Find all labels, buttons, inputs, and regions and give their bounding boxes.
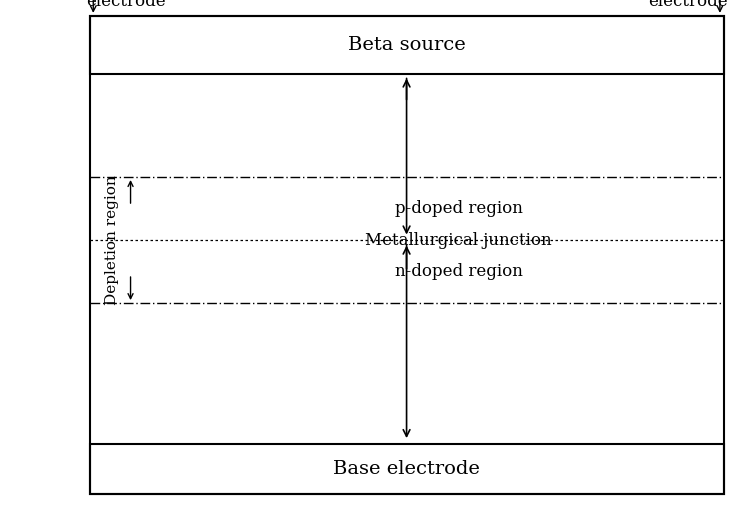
Text: Upper
electrode: Upper electrode: [648, 0, 727, 10]
Text: Upper
electrode: Upper electrode: [86, 0, 166, 10]
Text: Beta source: Beta source: [348, 36, 466, 54]
Text: p-doped region: p-doped region: [395, 200, 523, 217]
Bar: [90, 444, 724, 494]
Text: Metallurgical junction: Metallurgical junction: [366, 232, 552, 248]
Bar: [90, 16, 724, 493]
Text: Base electrode: Base electrode: [333, 459, 480, 478]
Text: n-doped region: n-doped region: [395, 263, 523, 280]
Text: Depletion region: Depletion region: [105, 175, 119, 305]
Bar: [90, 16, 724, 74]
